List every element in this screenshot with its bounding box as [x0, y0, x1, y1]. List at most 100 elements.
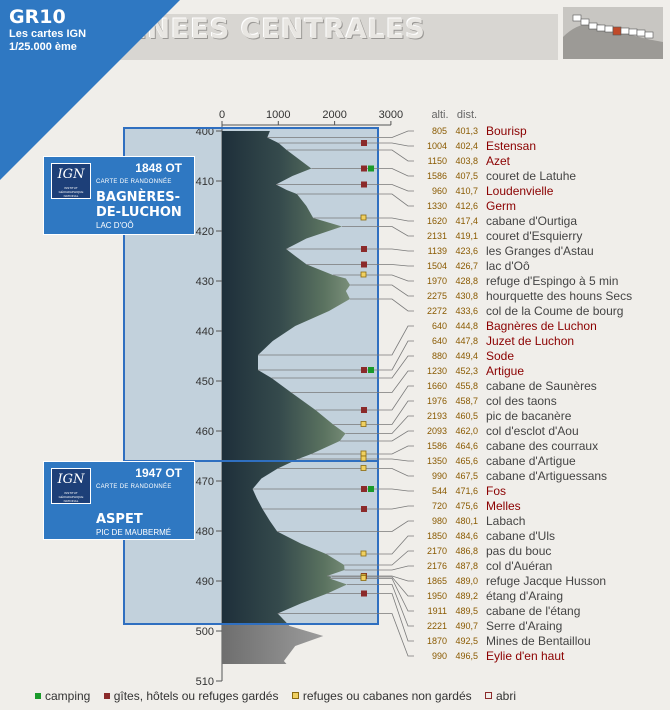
waypoint-distance: 460,5 [455, 411, 478, 421]
map-code: 1947 OT [135, 466, 182, 480]
camping-marker [368, 367, 374, 373]
y-tick-label: 470 [196, 476, 214, 488]
waypoint-name: Germ [486, 199, 516, 213]
gite-marker [361, 140, 367, 146]
leader-line [350, 284, 414, 297]
map-window-1947OT [123, 460, 379, 625]
waypoint-altitude: 1976 [427, 396, 447, 406]
leader-line [286, 248, 414, 252]
waypoint-distance: 452,3 [455, 366, 478, 376]
waypoint-altitude: 1504 [427, 261, 447, 271]
subtitle-line-1: Les cartes IGN [9, 28, 87, 40]
camping-swatch [35, 692, 41, 699]
x-tick-label: 1000 [266, 109, 290, 121]
ign-logo: IGN INSTITUT GÉOGRAPHIQUE NATIONAL [51, 468, 91, 504]
leader-line [277, 613, 414, 657]
waypoint-altitude: 880 [432, 351, 447, 361]
map-name: BAGNÈRES- DE-LUCHON [96, 190, 182, 220]
waypoint-name: cabane d'Artigue [486, 454, 576, 468]
waypoint-altitude: 2193 [427, 411, 447, 421]
waypoint-name: pas du bouc [486, 544, 551, 558]
waypoint-distance: 444,8 [455, 321, 478, 331]
x-tick-label: 3000 [379, 109, 403, 121]
gite-marker [361, 407, 367, 413]
map-kind: CARTE DE RANDONNÉE [96, 179, 172, 185]
waypoint-distance: 467,5 [455, 471, 478, 481]
legend-gite: gîtes, hôtels ou refuges gardés [103, 689, 278, 703]
waypoint-altitude: 980 [432, 516, 447, 526]
waypoint-name: couret de Latuhe [486, 169, 576, 183]
waypoint-altitude: 2131 [427, 231, 447, 241]
waypoint-altitude: 1586 [427, 441, 447, 451]
waypoint-name: pic de bacanère [486, 409, 572, 423]
waypoint-distance: 462,0 [455, 426, 478, 436]
waypoint-distance: 423,6 [455, 246, 478, 256]
waypoint-altitude: 1350 [427, 456, 447, 466]
waypoint-name: cabane d'Ourtiga [486, 214, 577, 228]
title-band [120, 14, 558, 60]
gite-marker [361, 367, 367, 373]
waypoint-altitude: 1150 [428, 156, 447, 166]
waypoint-distance: 412,6 [455, 201, 478, 211]
waypoint-altitude: 960 [432, 186, 447, 196]
waypoint-altitude: 1970 [427, 276, 447, 286]
refuge-marker [360, 214, 367, 221]
subtitle-line-2: 1/25.000 ème [9, 41, 77, 53]
waypoint-leaders [252, 130, 414, 657]
waypoint-name: col de la Coume de bourg [486, 304, 623, 318]
waypoint-distance: 471,6 [455, 486, 478, 496]
y-tick-label: 490 [196, 576, 214, 588]
x-axis: 0 1000 2000 3000 [219, 109, 403, 126]
waypoint-name: les Granges d'Astau [486, 244, 594, 258]
waypoint-altitude: 640 [432, 321, 447, 331]
waypoint-altitude: 640 [432, 336, 447, 346]
waypoint-distance: 489,5 [455, 606, 478, 616]
waypoint-altitude: 1660 [427, 381, 447, 391]
waypoint-altitude: 1911 [428, 606, 447, 616]
waypoint-distance: 447,8 [455, 336, 478, 346]
waypoint-altitude: 2275 [427, 291, 447, 301]
waypoint-name: Juzet de Luchon [486, 334, 574, 348]
leader-line [339, 430, 414, 442]
refuge-swatch [291, 692, 299, 700]
waypoint-altitude: 1586 [427, 171, 447, 181]
waypoint-name: col d'Auéran [486, 559, 552, 573]
gite-marker [361, 261, 367, 268]
waypoint-altitude: 2176 [427, 561, 447, 571]
leader-line [267, 130, 414, 138]
leader-line [252, 488, 414, 492]
leader-line [277, 520, 414, 532]
waypoint-name: refuge Jacque Husson [486, 574, 606, 588]
y-tick-label: 510 [196, 676, 214, 688]
profile-area-outside-map [222, 624, 324, 664]
leader-line [277, 468, 414, 477]
waypoint-distance: 496,5 [455, 651, 478, 661]
refuge-marker [360, 450, 367, 457]
waypoint-name: étang d'Araing [486, 589, 563, 603]
map-card-bagneres[interactable]: IGN INSTITUT GÉOGRAPHIQUE NATIONAL 1848 O… [43, 156, 195, 235]
waypoint-name: lac d'Oô [486, 259, 530, 273]
leader-line [296, 193, 414, 207]
leader-line [298, 458, 414, 462]
leader-line [345, 415, 414, 434]
waypoint-distance: 487,8 [455, 561, 478, 571]
waypoint-distance: 475,6 [455, 501, 478, 511]
waypoint-name: col des taons [486, 394, 557, 408]
corner-text: GR10 Les cartes IGN 1/25.000 ème [9, 6, 86, 54]
waypoint-distance: 426,7 [455, 261, 478, 271]
waypoint-name: col d'esclot d'Aou [486, 424, 579, 438]
waypoint-altitude: 1330 [427, 201, 447, 211]
waypoint-name: Fos [486, 484, 506, 498]
waypoint-labels: alti. dist. 805 401,3 Bourisp 1004 402,4 Este… [427, 109, 632, 663]
leader-line [271, 355, 414, 379]
waypoint-altitude: 1870 [427, 636, 447, 646]
waypoint-distance: 490,7 [455, 621, 478, 631]
map-name: ASPET [96, 512, 143, 527]
map-card-aspet[interactable]: IGN INSTITUT GÉOGRAPHIQUE NATIONAL 1947 O… [43, 461, 195, 540]
gite-marker [361, 486, 367, 492]
refuge-marker [360, 271, 367, 278]
gite-marker [361, 246, 367, 252]
legend-abri: abri [484, 689, 516, 703]
map-kind: CARTE DE RANDONNÉE [96, 484, 172, 490]
